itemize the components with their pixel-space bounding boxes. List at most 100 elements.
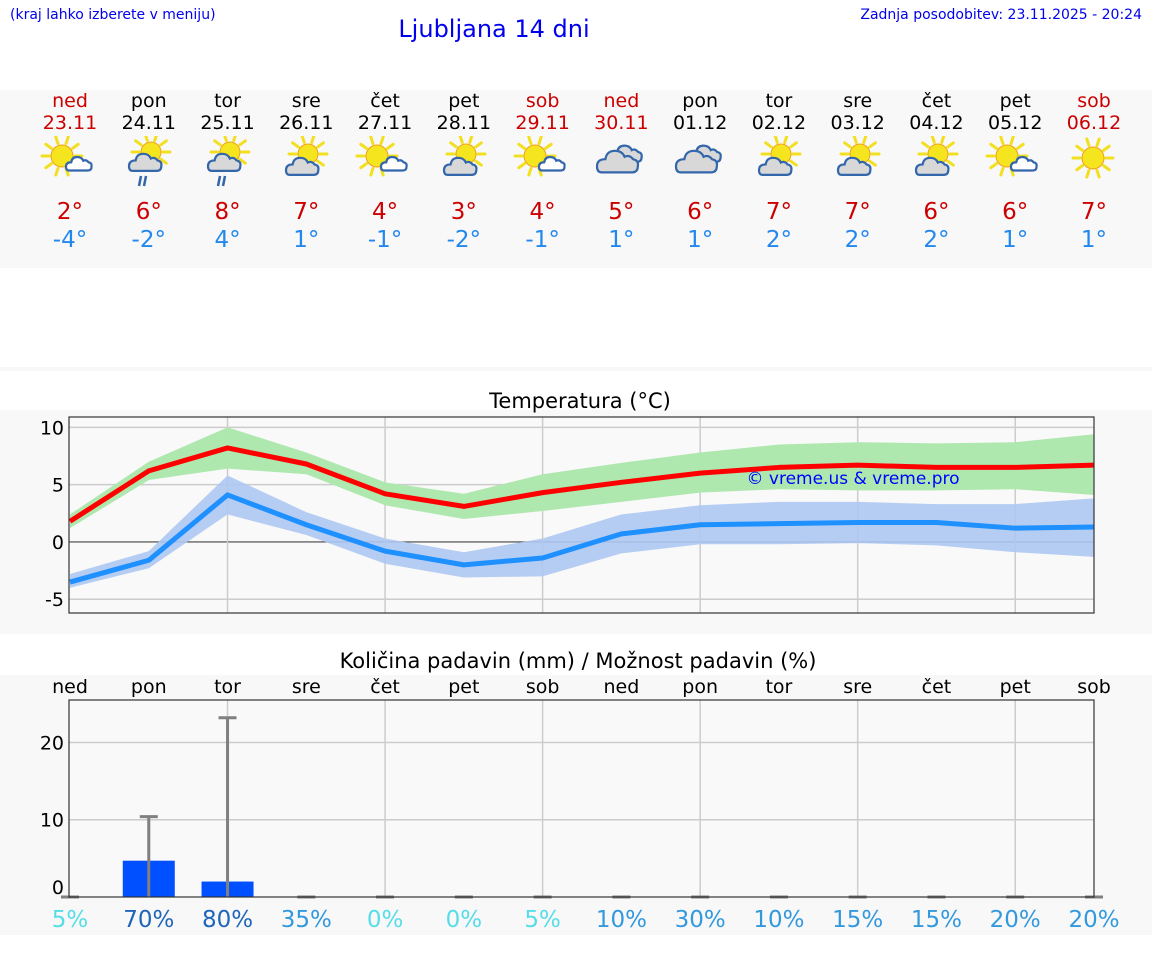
watermark: © vreme.us & vreme.pro	[746, 469, 959, 489]
precip-probability: 70%	[123, 907, 174, 933]
min-temp: 1°	[608, 227, 635, 253]
precipitation-chart-title: Količina padavin (mm) / Možnost padavin …	[340, 649, 817, 673]
min-temp: -1°	[367, 227, 403, 253]
weather-sun-cloud-rain-icon	[110, 132, 188, 194]
day-label: ned	[52, 676, 88, 698]
day-label: čet	[922, 676, 952, 698]
day-date: 25.11	[200, 112, 255, 134]
max-temp: 6°	[687, 199, 714, 225]
precip-probability: 35%	[281, 907, 332, 933]
y-tick-label: 0	[52, 532, 64, 554]
min-temp: -4°	[52, 227, 88, 253]
max-temp: 6°	[1002, 199, 1029, 225]
weather-sun-small-cloud-icon	[31, 135, 109, 194]
min-temp: -1°	[525, 227, 560, 253]
min-temp: 1°	[687, 227, 714, 253]
day-name: tor	[214, 90, 241, 112]
min-temp: 4°	[214, 227, 241, 253]
day-date: 27.11	[357, 112, 413, 134]
precip-probability: 15%	[911, 907, 962, 933]
weather-sun-cloud-icon	[740, 134, 818, 194]
day-name: pet	[448, 90, 480, 112]
last-updated: Zadnja posodobitev: 23.11.2025 - 20:24	[860, 7, 1142, 23]
min-temp: 2°	[844, 227, 871, 253]
day-date: 29.11	[515, 112, 570, 134]
day-label: sob	[526, 676, 560, 698]
y-tick-label: 10	[40, 417, 64, 439]
weather-cloudy-icon	[582, 136, 660, 194]
day-label: sob	[1077, 676, 1111, 698]
day-label: pon	[131, 676, 167, 698]
day-label: čet	[370, 676, 400, 698]
y-tick-label: 20	[40, 732, 64, 754]
max-temp: 7°	[844, 199, 871, 225]
max-temp: 4°	[371, 199, 399, 225]
max-temp: 4°	[529, 199, 556, 225]
day-name: sob	[1077, 90, 1111, 112]
max-temp: 3°	[450, 199, 477, 225]
day-date: 05.12	[988, 112, 1043, 134]
temperature-chart-title: Temperatura (°C)	[488, 389, 671, 413]
max-temp: 5°	[608, 199, 635, 225]
day-label: tor	[765, 676, 792, 698]
day-date: 26.11	[279, 112, 334, 134]
forecast-strip	[0, 90, 1152, 268]
day-name: čet	[921, 90, 952, 112]
precip-probability: 0%	[446, 907, 483, 933]
plot-area	[69, 700, 1094, 897]
day-date: 03.12	[830, 112, 885, 134]
weather-sun-small-cloud-icon	[346, 135, 424, 194]
day-label: pet	[448, 676, 479, 698]
max-temp: 7°	[765, 199, 792, 225]
day-label: pon	[682, 676, 718, 698]
precip-probability: 20%	[990, 907, 1041, 933]
max-temp: 6°	[923, 199, 950, 225]
day-date: 01.12	[672, 112, 728, 134]
day-label: tor	[214, 676, 241, 698]
day-date: 23.11	[42, 112, 98, 134]
day-name: ned	[52, 90, 88, 112]
precip-probability: 80%	[202, 907, 253, 933]
min-temp: 1°	[1080, 227, 1108, 253]
precip-probability: 10%	[753, 907, 804, 933]
day-label: pet	[1000, 676, 1031, 698]
precip-probability: 20%	[1068, 907, 1119, 933]
page-title: Ljubljana 14 dni	[398, 15, 590, 43]
day-date: 02.12	[751, 112, 807, 134]
weather-cloudy-icon	[661, 136, 739, 194]
y-tick-label: 10	[40, 810, 64, 832]
day-date: 06.12	[1066, 112, 1122, 134]
y-tick-label: 5	[52, 475, 64, 497]
location-hint[interactable]: (kraj lahko izberete v meniju)	[10, 7, 216, 23]
precip-probability: 0%	[367, 907, 404, 933]
min-temp: 1°	[1002, 227, 1029, 253]
day-name: sre	[291, 90, 321, 112]
weather-sun-cloud-rain-icon	[189, 132, 267, 194]
day-name: ned	[603, 90, 640, 112]
plot-frame	[68, 416, 1095, 614]
min-temp: -2°	[446, 227, 482, 253]
y-tick-label: -5	[45, 589, 64, 611]
day-label: sre	[843, 676, 872, 698]
max-temp: 7°	[293, 199, 320, 225]
day-label: sre	[292, 676, 321, 698]
precip-probability: 5%	[52, 907, 89, 933]
min-temp: 2°	[765, 227, 792, 253]
precip-probability: 30%	[675, 907, 726, 933]
day-name: tor	[765, 90, 793, 112]
day-name: čet	[370, 90, 400, 112]
weather-sun-icon	[1055, 136, 1133, 194]
max-temp-line	[68, 445, 1095, 524]
day-name: sob	[525, 90, 560, 112]
weather-sun-small-cloud-icon	[504, 135, 582, 194]
day-name: pet	[999, 90, 1031, 112]
day-date: 04.12	[909, 112, 964, 134]
min-temp-line	[69, 492, 1095, 585]
weather-sun-cloud-icon	[267, 134, 345, 194]
day-name: sre	[843, 90, 873, 112]
day-name: pon	[130, 90, 167, 112]
min-temp: 1°	[293, 227, 320, 253]
max-temp: 2°	[56, 199, 84, 225]
min-temp: 2°	[923, 227, 950, 253]
max-temp: 7°	[1080, 199, 1108, 225]
